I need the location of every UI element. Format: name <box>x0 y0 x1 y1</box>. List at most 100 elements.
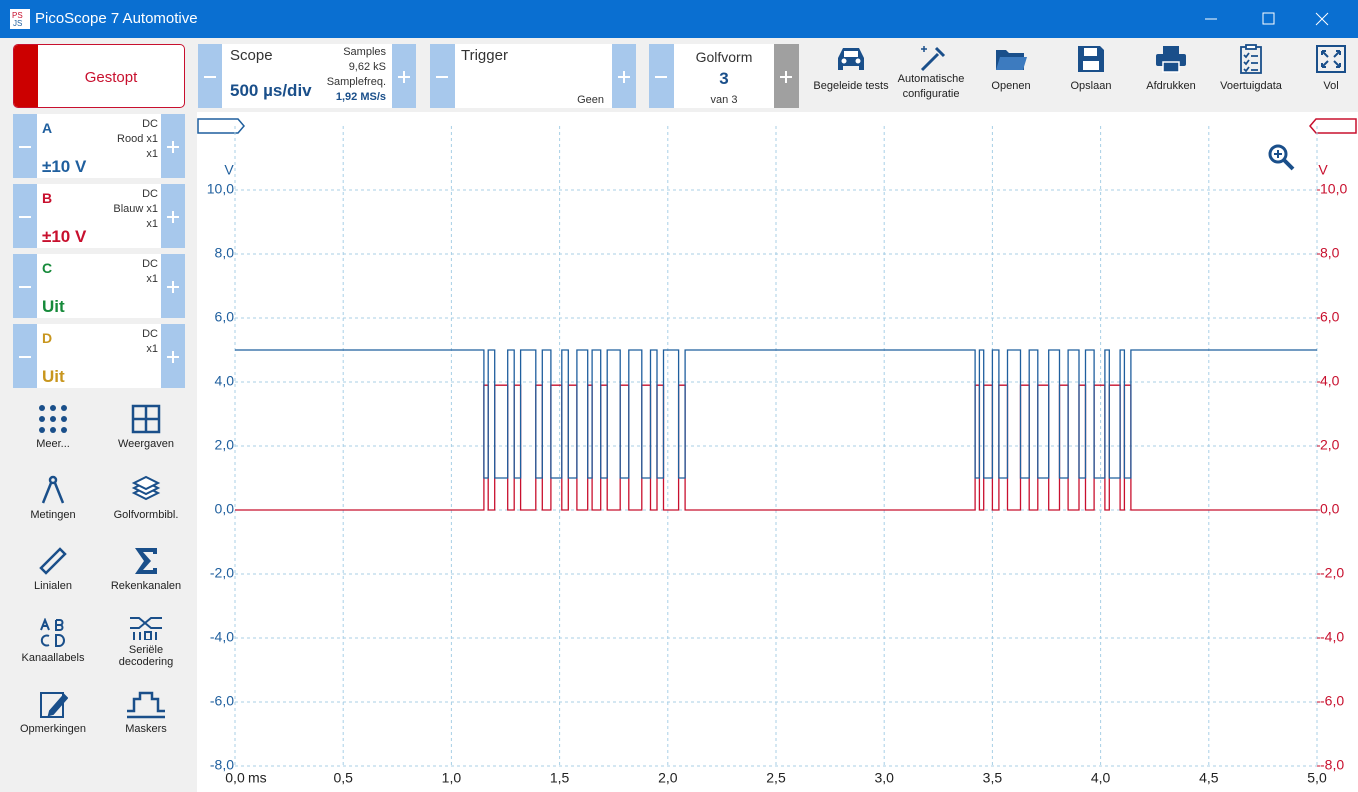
x-tick-label: 1,0 <box>442 770 462 786</box>
y-tick-label: 2,0 <box>215 437 235 453</box>
channel-coupling: DC <box>142 118 158 130</box>
toolbar-button[interactable]: Begeleide tests <box>809 44 893 92</box>
decrease-button[interactable] <box>13 324 37 388</box>
increase-button[interactable] <box>161 254 185 318</box>
button-label: Vol <box>1323 80 1339 92</box>
button-label: Openen <box>991 80 1031 92</box>
tool-measure[interactable]: Metingen <box>7 475 99 521</box>
channel-scale: x1 <box>146 343 158 355</box>
channel-range[interactable]: ±10 V <box>42 157 87 176</box>
tool-labels[interactable]: Kanaallabels <box>7 618 99 664</box>
value: 9,62 kS <box>348 61 386 73</box>
timebase[interactable]: 500 µs/div <box>230 81 312 100</box>
channel-coupling: DC <box>142 188 158 200</box>
toolbar-button[interactable]: Vol <box>1289 44 1358 92</box>
channel-coupling: DC <box>142 328 158 340</box>
tool-label: Kanaallabels <box>21 652 85 664</box>
run-state: Gestopt <box>84 69 138 86</box>
y-tick-label: -2,0 <box>210 565 234 581</box>
button-label: Afdrukken <box>1146 80 1196 92</box>
tool-label: Maskers <box>125 723 167 735</box>
decrease-button[interactable] <box>649 44 674 108</box>
y-tick-label: -6,0 <box>210 693 234 709</box>
label: Golfvorm <box>695 49 753 65</box>
increase-button[interactable] <box>161 114 185 178</box>
run-button[interactable]: Gestopt <box>13 44 185 108</box>
tool-notes[interactable]: Opmerkingen <box>7 689 99 735</box>
increase-button[interactable] <box>774 44 799 108</box>
time-ruler-marker[interactable] <box>1309 118 1357 134</box>
increase-button[interactable] <box>161 184 185 248</box>
tool-library[interactable]: Golfvormbibl. <box>100 475 192 521</box>
y2-tick-label: -2,0 <box>1320 565 1344 581</box>
channel-name: C <box>42 260 53 276</box>
title-bar: PS JS PicoScope 7 Automotive <box>0 0 1358 38</box>
tool-label: Golfvormbibl. <box>113 509 179 521</box>
tool-label: Metingen <box>30 509 76 521</box>
y2-tick-label: -8,0 <box>1320 757 1344 773</box>
y2-tick-label: 10,0 <box>1320 181 1347 197</box>
time-ruler-marker[interactable] <box>197 118 245 134</box>
zoom-icon[interactable] <box>1268 144 1295 171</box>
button-label: Begeleide tests <box>813 80 889 92</box>
tool-rulers[interactable]: Linialen <box>7 546 99 592</box>
tool-label: Seriële decodering <box>118 644 174 668</box>
y2-tick-label: 4,0 <box>1320 373 1340 389</box>
trace <box>235 384 1317 511</box>
tool-math[interactable]: Rekenkanalen <box>100 546 192 592</box>
toolbar-button[interactable]: Voertuigdata <box>1209 44 1293 92</box>
tool-views[interactable]: Weergaven <box>100 404 192 450</box>
channel-range[interactable]: Uit <box>42 297 65 316</box>
channel-range[interactable]: Uit <box>42 367 65 386</box>
decrease-button[interactable] <box>13 184 37 248</box>
channel-name: D <box>42 330 53 346</box>
channel-name: A <box>42 120 53 136</box>
x-tick-label: 3,0 <box>874 770 894 786</box>
channel-name: B <box>42 190 53 206</box>
toolbar-button[interactable]: Opslaan <box>1049 44 1133 92</box>
total: van 3 <box>710 94 738 106</box>
decrease-button[interactable] <box>13 254 37 318</box>
toolbar-button[interactable]: Automatische configuratie <box>889 44 973 102</box>
y-tick-label: 10,0 <box>207 181 234 197</box>
decrease-button[interactable] <box>198 44 222 108</box>
y2-tick-label: 2,0 <box>1320 437 1340 453</box>
y-tick-label: 6,0 <box>215 309 235 325</box>
tool-more[interactable]: Meer... <box>7 404 99 450</box>
channel-card: A DC Rood x1 x1 ±10 V <box>13 114 185 178</box>
channel-card: B DC Blauw x1 x1 ±10 V <box>13 184 185 248</box>
toolbar-button[interactable]: Openen <box>969 44 1053 92</box>
tool-serial[interactable]: Seriële decodering <box>100 614 192 668</box>
y-tick-label: 8,0 <box>215 245 235 261</box>
channel-card: C DC x1 Uit <box>13 254 185 318</box>
tool-label: Opmerkingen <box>19 723 87 735</box>
label: Scope <box>230 47 273 64</box>
x-tick-label: 5,0 <box>1307 770 1327 786</box>
increase-button[interactable] <box>392 44 416 108</box>
x-tick-label: 4,0 <box>1091 770 1111 786</box>
increase-button[interactable] <box>612 44 636 108</box>
y-tick-label: 4,0 <box>215 373 235 389</box>
x-tick-label: 4,5 <box>1199 770 1219 786</box>
button-label: Opslaan <box>1070 80 1112 92</box>
decrease-button[interactable] <box>430 44 455 108</box>
scope-chart: 0,0 0,5 1,0 1,5 2,0 2,5 3,0 3,5 4,0 4,5 5,0-8,0-6,… <box>197 112 1358 792</box>
window-controls[interactable] <box>1190 0 1358 38</box>
channel-card: D DC x1 Uit <box>13 324 185 388</box>
increase-button[interactable] <box>161 324 185 388</box>
y-tick-label: -8,0 <box>210 757 234 773</box>
channel-coupling: DC <box>142 258 158 270</box>
chart-background <box>197 112 1358 792</box>
decrease-button[interactable] <box>13 114 37 178</box>
window-title: PicoScope 7 Automotive <box>35 10 198 27</box>
y2-tick-label: 6,0 <box>1320 309 1340 325</box>
channel-range[interactable]: ±10 V <box>42 227 87 246</box>
svg-text:JS: JS <box>13 19 22 28</box>
toolbar-button[interactable]: Afdrukken <box>1129 44 1213 92</box>
x-axis-unit: ms <box>248 770 267 786</box>
x-tick-label: 2,5 <box>766 770 786 786</box>
channel-scale: x1 <box>146 148 158 160</box>
tool-masks[interactable]: Maskers <box>100 689 192 735</box>
tool-label: Linialen <box>34 580 72 592</box>
